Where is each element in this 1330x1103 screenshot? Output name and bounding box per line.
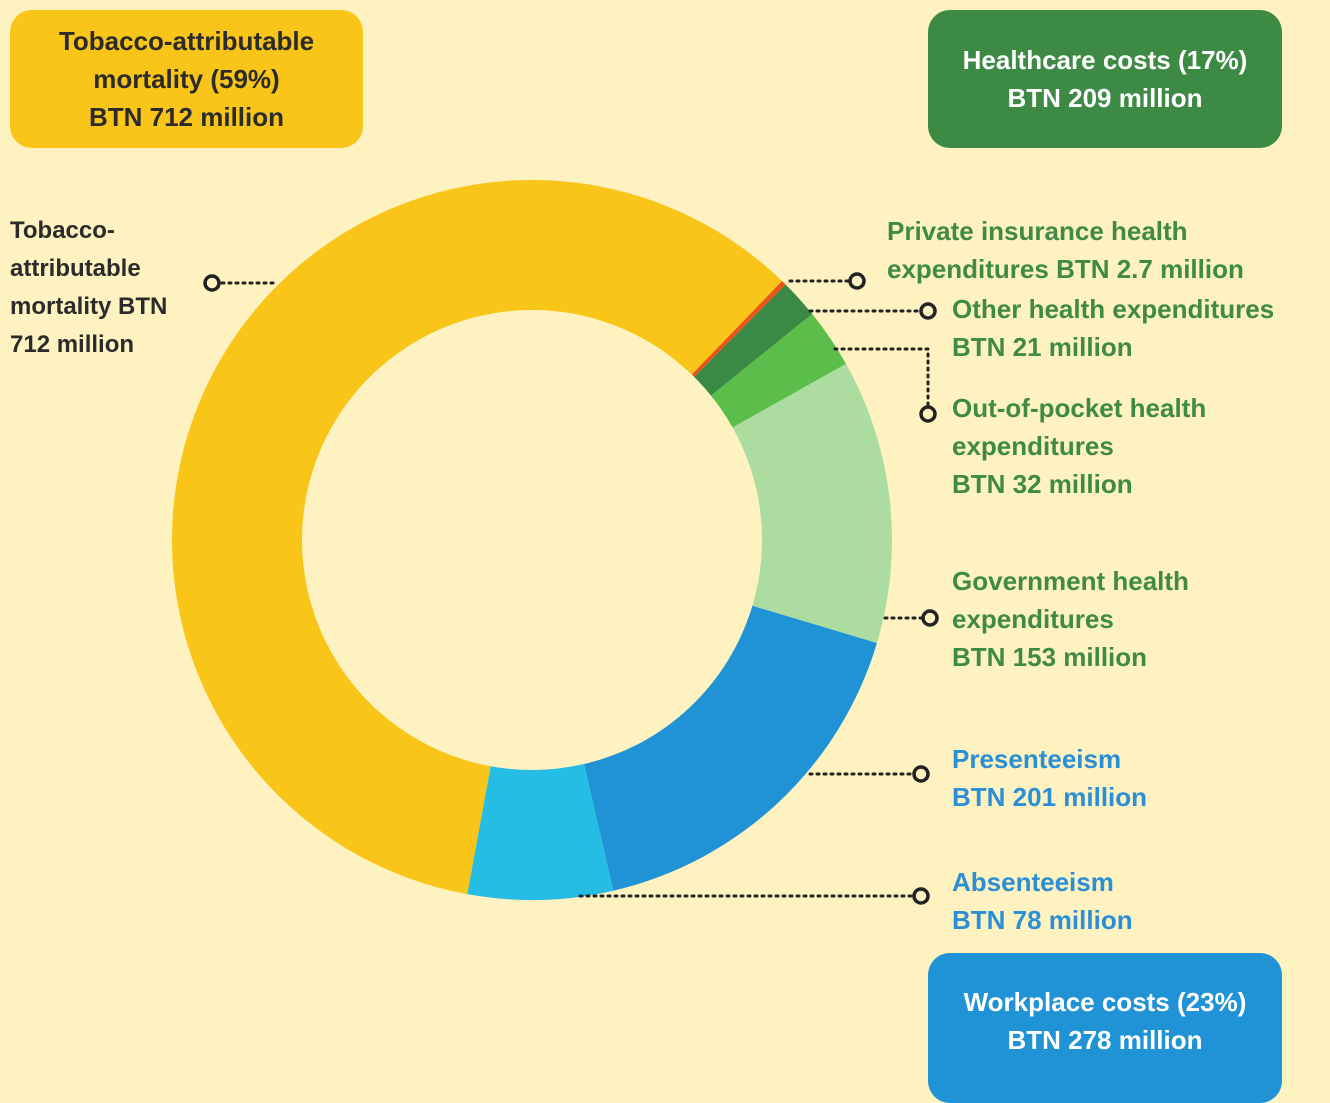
segment-label: Other health expenditures BTN 21 million xyxy=(952,290,1330,366)
group-total: BTN 278 million xyxy=(1007,1025,1203,1055)
leader-dot xyxy=(912,887,930,905)
group-total: BTN 712 million xyxy=(88,102,285,132)
value-label: BTN 32 million xyxy=(952,469,1133,499)
group-text: Tobacco-attributable mortality (59%) BTN … xyxy=(37,22,337,136)
value-label: BTN 201 million xyxy=(952,782,1148,812)
donut-segment xyxy=(694,284,813,396)
segment-label: Government health expenditures BTN 153 m… xyxy=(952,562,1252,676)
donut-segment xyxy=(732,363,892,644)
category-name: Tobacco-attributable mortality xyxy=(10,217,141,320)
segment-label: Private insurance health expenditures BT… xyxy=(887,212,1327,288)
category-name: Other health expenditures xyxy=(952,294,1275,324)
leader-dot xyxy=(848,272,866,290)
group-box: Tobacco-attributable mortality (59%) BTN … xyxy=(10,10,363,148)
group-share: (23%) xyxy=(1177,987,1247,1017)
group-title: Healthcare costs xyxy=(962,45,1171,75)
group-total: BTN 209 million xyxy=(1007,83,1203,113)
leader-line xyxy=(833,347,930,407)
leader-dot xyxy=(203,274,221,292)
value-label: BTN 153 million xyxy=(952,642,1148,672)
leader-dot xyxy=(912,765,930,783)
group-share: (17%) xyxy=(1177,45,1248,75)
leader-dot xyxy=(919,302,937,320)
category-name: Out-of-pocket health expenditures xyxy=(952,393,1207,461)
segment-label: Tobacco-attributable mortality BTN 712 m… xyxy=(10,212,175,364)
segment-label: Absenteeism BTN 78 million xyxy=(952,863,1252,939)
group-box: Healthcare costs (17%) BTN 209 million xyxy=(928,10,1282,148)
category-name: Presenteeism xyxy=(952,744,1122,774)
category-name: Private insurance health expenditures xyxy=(887,216,1188,284)
donut-segment xyxy=(467,764,614,900)
group-title: Tobacco-attributable mortality xyxy=(58,26,315,94)
value-label: BTN 2.7 million xyxy=(1056,254,1244,284)
group-title: Workplace costs xyxy=(963,987,1170,1017)
group-box: Workplace costs (23%) BTN 278 million xyxy=(928,953,1282,1103)
donut-segment xyxy=(711,313,846,428)
category-name: Absenteeism xyxy=(952,867,1114,897)
group-text: Workplace costs (23%) BTN 278 million xyxy=(955,983,1255,1059)
category-name: Government health expenditures xyxy=(952,566,1189,634)
group-text: Healthcare costs (17%) BTN 209 million xyxy=(955,41,1255,117)
segment-label: Presenteeism BTN 201 million xyxy=(952,740,1252,816)
leader-dot xyxy=(921,609,939,627)
group-share: (59%) xyxy=(210,64,280,94)
leader-dot xyxy=(919,405,937,423)
value-label: BTN 712 million xyxy=(10,293,168,358)
donut-segment xyxy=(172,179,783,895)
segment-label: Out-of-pocket health expenditures BTN 32… xyxy=(952,389,1272,503)
value-label: BTN 21 million xyxy=(952,332,1133,362)
donut-segment xyxy=(691,281,786,377)
value-label: BTN 78 million xyxy=(952,905,1133,935)
donut-segment xyxy=(583,605,877,891)
